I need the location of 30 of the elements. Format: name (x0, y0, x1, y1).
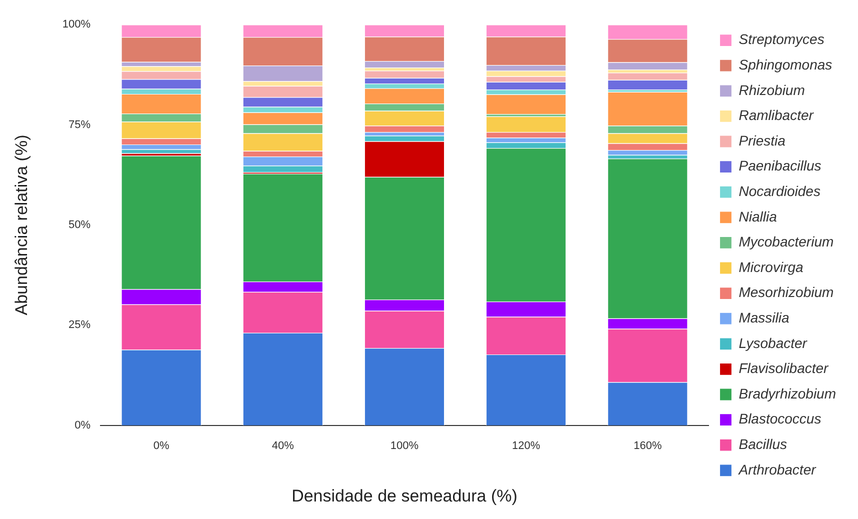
x-tick-label: 120% (512, 440, 540, 452)
y-axis-title: Abundância relativa (%) (12, 134, 31, 316)
legend-label: Massilia (738, 309, 790, 326)
y-tick-label: 25% (68, 319, 91, 332)
x-tick-label: 100% (390, 440, 419, 452)
legend-label: Streptomyces (738, 31, 824, 48)
y-tick-label: 0% (74, 419, 91, 432)
legend-label: Niallia (738, 208, 778, 224)
x-tick-label: 40% (272, 440, 294, 452)
x-tick-label: 0% (153, 440, 170, 452)
x-axis-title: Densidade de semeadura (%) (292, 486, 518, 506)
legend-label: Ramlibacter (738, 107, 815, 124)
legend-label: Mesorhizobium (738, 284, 834, 300)
legend-label: Arthrobacter (738, 461, 818, 478)
legend-label: Priestia (738, 132, 786, 148)
legend-label: Blastococcus (738, 410, 822, 427)
y-tick-label: 75% (68, 118, 91, 131)
legend-label: Bacillus (738, 436, 787, 452)
legend-label: Nocardioides (738, 182, 820, 199)
legend-label: Lysobacter (738, 334, 808, 351)
legend-label: Microvirga (738, 258, 804, 275)
legend-label: Sphingomonas (738, 56, 832, 72)
legend-label: Flavisolibacter (738, 360, 830, 376)
y-tick-label: 50% (68, 219, 91, 232)
legend-label: Mycobacterium (738, 234, 834, 250)
x-tick-label: 160% (634, 440, 662, 452)
legend-label: Paenibacillus (738, 158, 822, 174)
legend-label: Rhizobium (738, 82, 806, 98)
y-tick-label: 100% (62, 18, 91, 31)
legend-label: Bradyrhizobium (738, 385, 836, 402)
